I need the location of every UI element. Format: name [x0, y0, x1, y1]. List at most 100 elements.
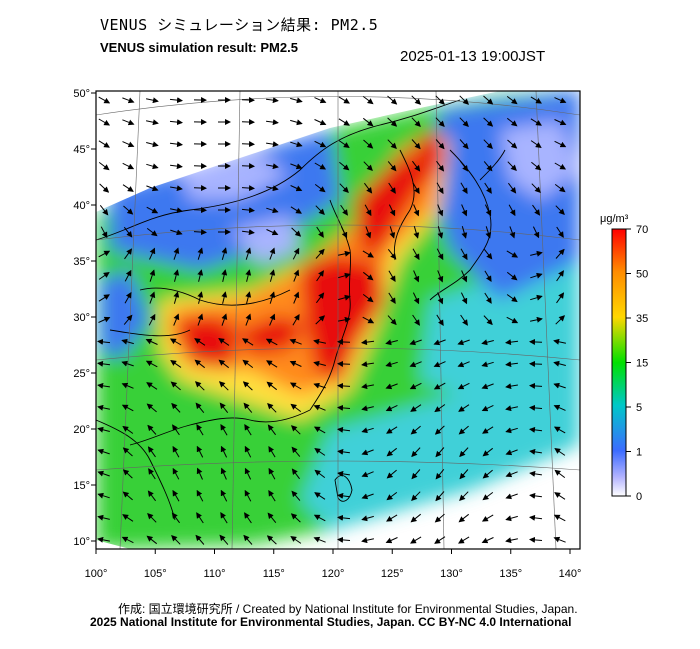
- wind-arrow: [529, 426, 543, 433]
- wind-arrow: [171, 512, 181, 524]
- wind-arrow: [556, 226, 564, 238]
- wind-arrow: [315, 205, 325, 216]
- wind-arrow: [290, 536, 302, 544]
- lon-tick-label: 120°: [322, 568, 345, 580]
- wind-arrow: [291, 468, 301, 480]
- colorbar-label: 70: [636, 224, 648, 236]
- wind-arrow: [337, 360, 351, 367]
- wind-arrow: [268, 490, 276, 502]
- wind-arrow: [169, 97, 183, 104]
- wind-arrow: [338, 294, 351, 301]
- wind-arrow: [483, 248, 493, 260]
- wind-arrow: [530, 140, 542, 148]
- wind-arrow: [314, 492, 326, 500]
- wind-arrow: [484, 182, 492, 194]
- wind-arrow: [554, 119, 567, 126]
- wind-arrow: [97, 536, 110, 543]
- wind-arrow: [121, 404, 134, 412]
- wind-arrow: [314, 97, 327, 104]
- wind-arrow: [100, 226, 108, 239]
- wind-arrow: [122, 491, 133, 501]
- colorbar-unit: μg/m³: [600, 213, 629, 225]
- wind-arrow: [99, 204, 109, 216]
- wind-arrow: [97, 382, 110, 389]
- wind-arrow: [313, 514, 326, 522]
- wind-arrow: [123, 226, 133, 238]
- wind-arrow: [410, 536, 422, 544]
- wind-arrow: [338, 316, 351, 323]
- wind-arrow: [289, 360, 302, 367]
- lon-tick-label: 135°: [499, 568, 522, 580]
- wind-arrow: [170, 163, 183, 170]
- wind-arrow: [411, 139, 421, 150]
- wind-arrow: [387, 139, 397, 150]
- wind-arrow: [241, 141, 255, 148]
- lat-tick-label: 45°: [73, 144, 90, 156]
- wind-arrow: [387, 315, 397, 326]
- wind-arrow: [97, 492, 110, 499]
- wind-arrow: [221, 291, 228, 304]
- wind-arrow: [461, 226, 468, 239]
- wind-arrow: [146, 535, 158, 545]
- lat-tick-label: 50°: [73, 88, 90, 100]
- wind-arrow: [122, 97, 135, 104]
- wind-arrow: [169, 338, 182, 346]
- wind-arrow: [97, 404, 110, 411]
- wind-arrow: [386, 426, 398, 434]
- wind-arrow: [314, 140, 327, 148]
- wind-arrow: [124, 269, 132, 282]
- wind-arrow: [337, 250, 351, 257]
- wind-arrow: [97, 338, 111, 345]
- wind-arrow: [532, 204, 541, 216]
- wind-arrow: [337, 492, 350, 499]
- wind-arrow: [290, 206, 302, 214]
- lon-tick-label: 115°: [263, 568, 285, 580]
- wind-arrow: [218, 338, 230, 346]
- wind-arrow: [507, 161, 517, 172]
- wind-arrow: [554, 140, 567, 148]
- credit-en: 2025 National Institute for Environmenta…: [90, 615, 572, 629]
- colorbar-label: 50: [636, 269, 648, 281]
- wind-arrow: [483, 95, 494, 105]
- wind-arrow: [339, 161, 350, 171]
- wind-arrow: [409, 361, 422, 368]
- wind-arrow: [172, 445, 180, 458]
- wind-arrow: [146, 206, 159, 214]
- wind-arrow: [313, 536, 326, 543]
- wind-arrow: [314, 162, 327, 170]
- wind-arrow: [98, 250, 111, 258]
- title-jp: VENUS シミュレーション結果: PM2.5: [100, 16, 379, 34]
- wind-arrow: [507, 139, 518, 149]
- wind-arrow: [437, 292, 444, 305]
- lat-tick-label: 40°: [73, 200, 90, 212]
- wind-arrow: [339, 183, 349, 194]
- wind-arrow: [267, 424, 277, 436]
- wind-arrow: [245, 291, 252, 304]
- wind-arrow: [315, 292, 325, 304]
- wind-arrow: [171, 534, 181, 545]
- wind-arrow: [221, 313, 228, 326]
- wind-arrow: [531, 183, 541, 194]
- wind-arrow: [147, 512, 157, 523]
- wind-arrow: [122, 514, 134, 522]
- wind-arrow: [219, 534, 229, 545]
- wind-arrow: [385, 361, 398, 368]
- wind-arrow: [505, 339, 519, 346]
- wind-arrow: [290, 97, 303, 104]
- wind-arrow: [315, 315, 326, 325]
- wind-arrow: [387, 117, 398, 127]
- wind-arrow: [290, 163, 303, 170]
- wind-arrow: [269, 313, 276, 326]
- wind-arrow: [245, 269, 252, 282]
- wind-arrow: [146, 227, 158, 237]
- wind-arrow: [220, 423, 228, 436]
- wind-arrow: [505, 537, 518, 544]
- wind-arrow: [482, 426, 494, 434]
- wind-arrow: [172, 424, 180, 436]
- wind-arrow: [553, 360, 566, 367]
- wind-arrow: [145, 119, 159, 126]
- wind-arrow: [506, 316, 519, 324]
- wind-arrow: [123, 205, 134, 215]
- wind-arrow: [365, 226, 372, 239]
